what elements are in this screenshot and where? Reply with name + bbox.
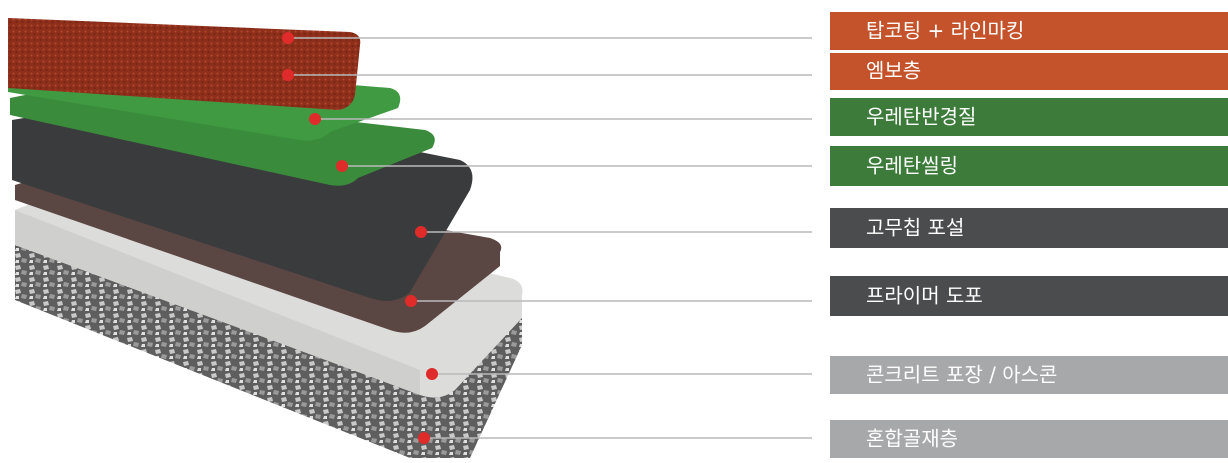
sealing-layer [10, 88, 435, 186]
label-box [830, 146, 1228, 186]
dot [405, 295, 417, 307]
layer-label: 엠보층 [866, 59, 921, 83]
label-box [830, 276, 1228, 316]
label-box [830, 420, 1228, 458]
dot [309, 113, 321, 125]
layer-label: 혼합골재층 [866, 427, 958, 451]
dot [426, 368, 438, 380]
label-box [830, 98, 1228, 136]
top-layer [8, 18, 361, 110]
layer-label: 우레탄씰링 [866, 154, 958, 178]
leaders [282, 32, 812, 444]
dot [418, 432, 430, 444]
concrete-side [15, 210, 420, 395]
dot [336, 160, 348, 172]
dot [282, 32, 294, 44]
label-box [830, 12, 1228, 50]
label-box [830, 53, 1228, 90]
dot [415, 226, 427, 238]
aggregate-layer [15, 245, 522, 458]
label-box [830, 356, 1228, 394]
layer-label: 탑코팅 + 라인마킹 [866, 19, 1024, 43]
layer-label: 프라이머 도포 [866, 284, 983, 308]
dot [282, 69, 294, 81]
layer-label: 고무칩 포설 [866, 216, 964, 240]
layer-label: 콘크리트 포장 / 아스콘 [866, 363, 1057, 387]
label-box [830, 208, 1228, 248]
layer-label: 우레탄반경질 [866, 105, 976, 129]
